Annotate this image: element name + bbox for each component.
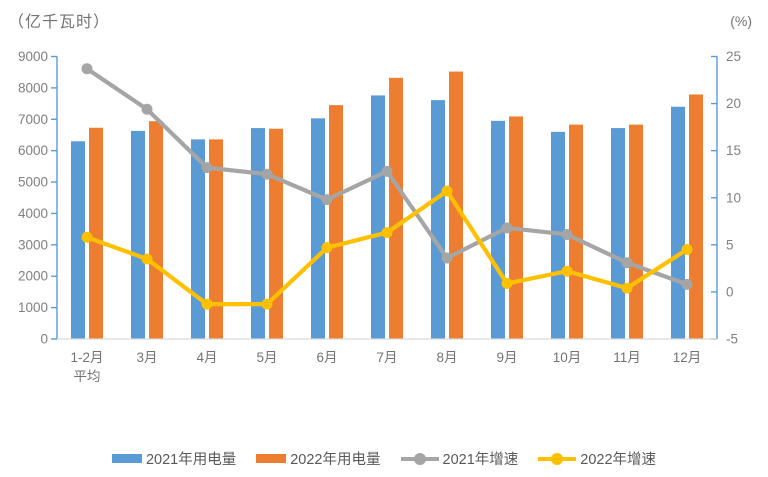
right-axis-tick-label: 25 xyxy=(726,49,741,64)
left-axis-tick-label: 7000 xyxy=(18,112,48,127)
legend-line-swatch-2022 xyxy=(538,452,577,465)
point-2021年增速-7月 xyxy=(381,165,393,177)
legend-line-swatch-2021 xyxy=(400,452,439,465)
point-2022年增速-12月 xyxy=(681,244,693,256)
bar-2021年用电量-12月 xyxy=(671,106,685,339)
legend-label: 2022年增速 xyxy=(580,452,657,468)
combo-chart-plot: 0 1000 2000 3000 4000 5000 6000 7000 8000 9000 -5 0… xyxy=(18,49,741,384)
bar-2022年用电量-1-2月 xyxy=(89,127,103,339)
legend: 2021年用电量 2022年用电量 2021年增速 2022年增速 xyxy=(0,448,768,469)
point-2021年增速-9月 xyxy=(501,222,513,234)
category-label: 9月 xyxy=(496,350,517,365)
right-axis-tick-label: -5 xyxy=(726,332,738,347)
category-label: 1-2月 xyxy=(70,350,103,365)
bar-2022年用电量-4月 xyxy=(209,139,223,339)
left-axis-tick-label: 9000 xyxy=(18,49,48,64)
point-2022年增速-10月 xyxy=(561,265,573,277)
bar-2021年用电量-8月 xyxy=(431,100,445,339)
point-2022年增速-3月 xyxy=(141,253,153,265)
bar-2021年用电量-11月 xyxy=(611,128,625,339)
bar-2022年用电量-10月 xyxy=(569,124,583,339)
category-label: 11月 xyxy=(613,350,641,365)
bar-2022年用电量-12月 xyxy=(689,94,703,339)
point-2021年增速-1-2月 xyxy=(81,63,93,75)
category-label: 平均 xyxy=(74,369,101,384)
bar-2022年用电量-11月 xyxy=(629,124,643,339)
point-2021年增速-12月 xyxy=(681,278,693,290)
legend-bar-swatch-2021 xyxy=(111,454,142,463)
category-label: 3月 xyxy=(136,350,157,365)
right-axis-title: (%) xyxy=(730,13,752,29)
left-axis-tick-label: 5000 xyxy=(18,175,48,190)
bar-2021年用电量-1-2月 xyxy=(71,141,85,339)
point-2021年增速-10月 xyxy=(561,228,573,240)
category-label: 12月 xyxy=(673,350,702,365)
point-2021年增速-8月 xyxy=(441,252,453,264)
point-2022年增速-1-2月 xyxy=(81,231,93,243)
right-axis-tick-label: 10 xyxy=(726,190,741,205)
right-axis-tick-label: 15 xyxy=(726,143,741,158)
point-2022年增速-11月 xyxy=(621,282,633,294)
bar-2021年用电量-9月 xyxy=(491,120,505,339)
category-label: 6月 xyxy=(316,350,337,365)
legend-bar-swatch-2022 xyxy=(256,454,287,463)
bar-2022年用电量-7月 xyxy=(389,77,403,339)
right-axis-tick-label: 20 xyxy=(726,96,741,111)
legend-item-2021-consumption: 2021年用电量 xyxy=(111,448,237,469)
left-axis-tick-label: 1000 xyxy=(18,300,48,315)
left-axis-tick-label: 8000 xyxy=(18,80,48,95)
category-label: 4月 xyxy=(196,350,217,365)
legend-label: 2021年增速 xyxy=(442,452,519,468)
point-2022年增速-8月 xyxy=(441,185,453,197)
point-2021年增速-11月 xyxy=(621,257,633,269)
legend-label: 2021年用电量 xyxy=(145,452,237,468)
category-label: 5月 xyxy=(256,350,277,365)
legend-item-2022-growth: 2022年增速 xyxy=(538,448,656,469)
category-label: 7月 xyxy=(376,350,397,365)
point-2021年增速-6月 xyxy=(321,194,333,206)
legend-label: 2022年用电量 xyxy=(290,452,381,468)
right-axis-tick-label: 5 xyxy=(726,237,734,252)
legend-item-2022-consumption: 2022年用电量 xyxy=(256,448,381,469)
point-2022年增速-6月 xyxy=(321,242,333,254)
point-2022年增速-5月 xyxy=(261,298,273,310)
bar-2021年用电量-6月 xyxy=(311,118,325,339)
point-2021年增速-3月 xyxy=(141,103,153,115)
bar-2021年用电量-4月 xyxy=(191,139,205,339)
legend-item-2021-growth: 2021年增速 xyxy=(400,448,519,469)
left-axis-title: （亿千瓦时） xyxy=(8,14,111,31)
right-axis-tick-label: 0 xyxy=(726,284,734,299)
left-axis-tick-label: 0 xyxy=(40,332,48,347)
point-2022年增速-7月 xyxy=(381,227,393,239)
point-2021年增速-4月 xyxy=(201,162,213,174)
bar-2021年用电量-7月 xyxy=(371,95,385,339)
bar-2021年用电量-5月 xyxy=(251,128,265,339)
bar-2022年用电量-6月 xyxy=(329,105,343,340)
category-label: 10月 xyxy=(553,350,582,365)
point-2022年增速-9月 xyxy=(501,277,513,289)
bar-2022年用电量-3月 xyxy=(149,121,163,340)
left-axis-tick-label: 3000 xyxy=(18,237,48,252)
category-label: 8月 xyxy=(436,350,457,365)
left-axis-tick-label: 4000 xyxy=(18,206,48,221)
point-2021年增速-5月 xyxy=(261,168,273,180)
left-axis-tick-label: 2000 xyxy=(18,269,48,284)
bar-2021年用电量-3月 xyxy=(131,130,145,339)
left-axis-tick-label: 6000 xyxy=(18,143,48,158)
point-2022年增速-4月 xyxy=(201,298,213,310)
